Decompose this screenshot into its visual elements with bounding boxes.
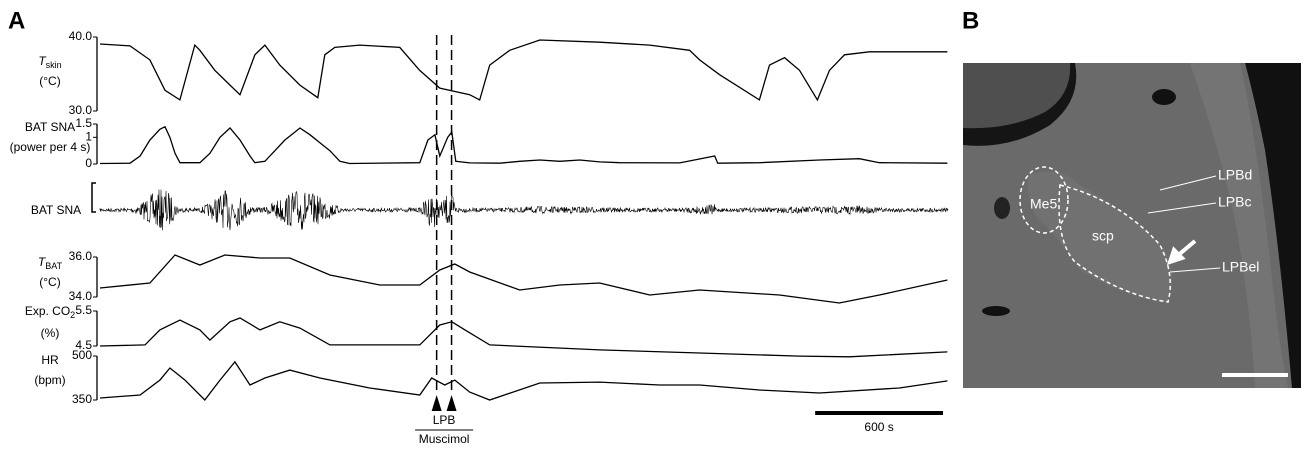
y-label-unit: (°C) <box>39 74 60 88</box>
injection-site: LPB <box>433 413 456 427</box>
scale-bar-label: 600 s <box>864 420 893 434</box>
raw-trace <box>100 190 948 231</box>
region-label: LPBc <box>1218 194 1251 210</box>
y-label-main: BAT SNA <box>25 120 75 134</box>
y-label: Tskin <box>38 54 61 70</box>
y-label-main: Exp. CO <box>25 304 70 318</box>
panel-label: A <box>8 7 25 34</box>
trace <box>100 40 947 100</box>
region-label: LPBd <box>1218 167 1252 183</box>
micrograph: Me5 scp LPBd LPBc LPBel <box>963 63 1301 388</box>
y-label-unit: (%) <box>41 326 60 340</box>
y-label-unit: (power per 4 s) <box>10 140 91 154</box>
y-label-unit: (bpm) <box>34 373 65 387</box>
region-label: scp <box>1092 228 1114 244</box>
raw-trace-label: BAT SNA <box>31 203 81 217</box>
trace <box>100 127 947 164</box>
injection-arrow <box>432 395 442 411</box>
y-label-sub: skin <box>46 60 62 70</box>
y-label: TBAT <box>38 255 63 271</box>
figure: A B BAT SNA Me5 scp LPBd LPBc LPBel 30.0… <box>0 0 1308 449</box>
y-tick-label: 5.5 <box>75 303 92 317</box>
trace <box>100 318 947 357</box>
y-label-sub: BAT <box>45 261 62 271</box>
drug-name: Muscimol <box>419 432 470 446</box>
y-label: BAT SNA <box>25 120 75 134</box>
y-tick-label: 1.5 <box>75 116 92 130</box>
y-label: HR <box>41 353 59 367</box>
region-label: LPBel <box>1222 259 1259 275</box>
y-label: Exp. CO2 <box>25 304 75 320</box>
y-tick-label: 30.0 <box>69 103 93 117</box>
y-label-unit: (°C) <box>39 275 60 289</box>
raw-scale-bracket <box>92 183 96 212</box>
panel-label: B <box>962 7 979 34</box>
y-label-main: HR <box>41 353 59 367</box>
injection-arrow <box>447 395 457 411</box>
y-tick-label: 0 <box>85 156 92 170</box>
trace <box>100 362 947 400</box>
y-tick-label: 34.0 <box>69 289 93 303</box>
y-tick-label: 500 <box>72 348 92 362</box>
trace <box>100 255 947 303</box>
y-tick-label: 350 <box>72 392 92 406</box>
y-tick-label: 40.0 <box>69 29 93 43</box>
y-label-sub: 2 <box>70 310 75 320</box>
region-label: Me5 <box>1030 196 1057 212</box>
y-tick-label: 36.0 <box>69 249 93 263</box>
